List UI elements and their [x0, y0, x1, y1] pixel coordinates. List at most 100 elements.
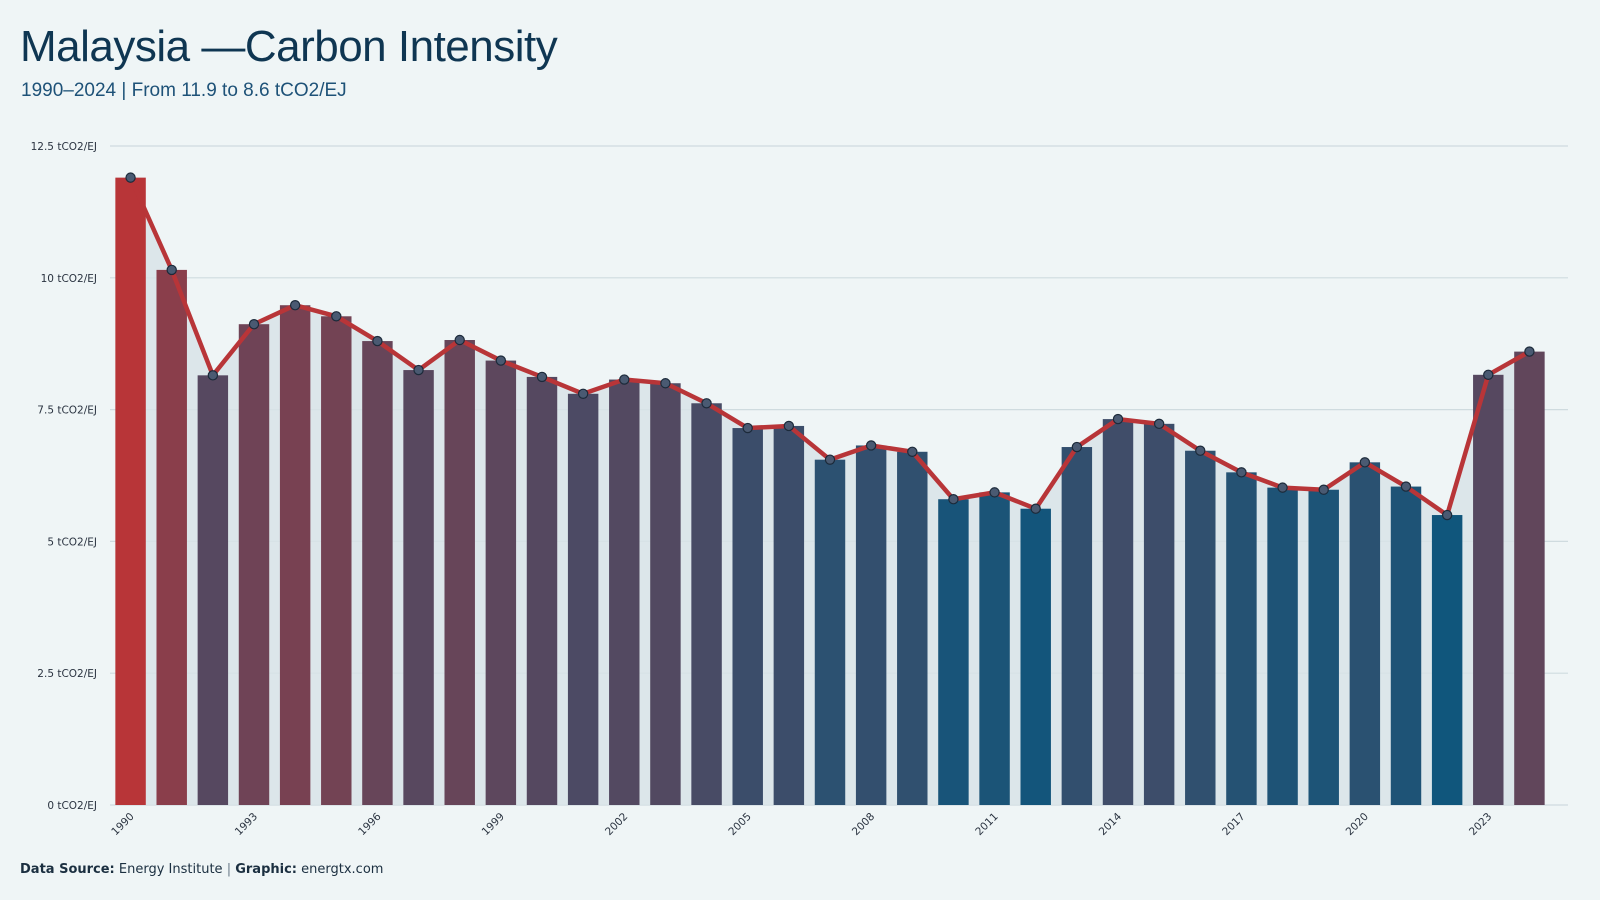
x-tick-label: 2002	[603, 811, 630, 838]
point-1999	[495, 355, 507, 366]
x-tick-label: 2008	[850, 811, 877, 838]
bar-2000	[526, 376, 558, 805]
point-1990	[125, 172, 136, 183]
point-2009	[907, 446, 918, 457]
x-axis-ticks: 1990 1993 1996 1999 2002 2005 2008 2011 2014 2017…	[109, 810, 1494, 838]
bar-2002	[609, 379, 640, 805]
point-1992	[207, 370, 219, 381]
point-2016	[1195, 445, 1206, 456]
point-2002	[619, 374, 630, 385]
bar-2006	[773, 425, 805, 805]
point-2023	[1483, 369, 1494, 381]
y-tick-label: 2.5 tCO2/EJ	[37, 668, 97, 680]
point-2012	[1030, 503, 1041, 514]
graphic-label: Graphic:	[235, 862, 297, 877]
point-2010	[948, 494, 959, 505]
point-1993	[248, 318, 260, 330]
point-2001	[577, 388, 589, 399]
graphic-value: energtx.com	[301, 862, 384, 877]
bar-1991	[156, 269, 187, 806]
y-tick-label: 0 tCO2/EJ	[47, 800, 97, 812]
y-tick-label: 12.5 tCO2/EJ	[31, 141, 97, 153]
x-tick-label: 1990	[109, 811, 136, 838]
y-tick-label: 7.5 tCO2/EJ	[37, 405, 97, 417]
point-2004	[701, 398, 712, 409]
point-1997	[413, 364, 424, 376]
point-2014	[1112, 413, 1124, 425]
x-tick-label: 2023	[1467, 811, 1494, 838]
point-2017	[1236, 467, 1247, 478]
x-tick-label: 1993	[233, 811, 260, 838]
line-markers	[125, 172, 1535, 521]
point-2015	[1153, 418, 1165, 430]
bar-1999	[485, 360, 517, 805]
point-2007	[824, 454, 836, 465]
point-1995	[331, 311, 342, 322]
bar-1993	[238, 324, 270, 805]
bar-2017	[1226, 472, 1257, 805]
source-value: Energy Institute	[118, 862, 223, 877]
bar-2009	[897, 451, 928, 805]
bar-1992	[197, 375, 229, 805]
point-2013	[1071, 441, 1083, 453]
point-2019	[1318, 484, 1329, 495]
bar-2007	[814, 459, 846, 805]
point-2008	[865, 440, 877, 451]
point-2006	[783, 420, 795, 432]
bar-2003	[650, 383, 681, 805]
bar-2005	[732, 428, 763, 805]
bar-2012	[1020, 508, 1051, 805]
point-2020	[1359, 457, 1371, 468]
point-1998	[454, 334, 465, 346]
bar-2014	[1102, 419, 1134, 805]
point-2024	[1524, 346, 1535, 357]
bar-2022	[1431, 515, 1463, 805]
x-tick-label: 2014	[1097, 810, 1125, 838]
point-2021	[1400, 481, 1412, 492]
point-2003	[660, 378, 671, 389]
bar-2008	[855, 445, 887, 805]
point-1991	[166, 264, 177, 276]
footer-separator: |	[226, 862, 232, 877]
x-tick-label: 1999	[480, 811, 507, 838]
x-tick-label: 2020	[1344, 811, 1371, 838]
bar-1995	[321, 316, 352, 805]
point-2018	[1277, 482, 1288, 493]
bar-2018	[1267, 487, 1298, 805]
bar-1998	[444, 340, 475, 805]
bar-2001	[567, 393, 599, 805]
bar-2020	[1349, 462, 1381, 805]
bar-2004	[691, 403, 722, 805]
source-label: Data Source:	[20, 862, 115, 877]
point-2000	[536, 371, 548, 383]
bar-2016	[1185, 450, 1216, 805]
point-2022	[1441, 509, 1453, 521]
bar-2015	[1143, 423, 1175, 805]
chart-footer: Data Source: Energy Institute | Graphic:…	[20, 862, 383, 877]
y-tick-label: 5 tCO2/EJ	[47, 536, 97, 548]
y-tick-label: 10 tCO2/EJ	[41, 273, 97, 285]
point-2005	[742, 422, 753, 434]
x-tick-label: 2005	[726, 811, 753, 838]
x-tick-label: 2011	[973, 811, 1000, 838]
bar-2023	[1473, 374, 1504, 805]
bar-2024	[1514, 351, 1545, 805]
x-tick-label: 1996	[356, 810, 384, 838]
point-1994	[289, 300, 301, 311]
x-tick-label: 2017	[1220, 811, 1247, 838]
point-1996	[372, 335, 383, 347]
y-axis-ticks: 0 tCO2/EJ 2.5 tCO2/EJ 5 tCO2/EJ 7.5 tCO2/EJ…	[31, 141, 97, 812]
bar-1990	[115, 177, 146, 805]
bar-2010	[938, 499, 969, 805]
bar-1994	[279, 305, 311, 805]
bar-2011	[979, 492, 1010, 805]
bars	[115, 177, 1545, 806]
bar-1997	[403, 370, 434, 805]
point-2011	[989, 487, 1000, 498]
bar-2021	[1390, 486, 1422, 805]
bar-2019	[1308, 489, 1339, 805]
bar-2013	[1061, 447, 1093, 805]
bar-1996	[362, 341, 393, 805]
